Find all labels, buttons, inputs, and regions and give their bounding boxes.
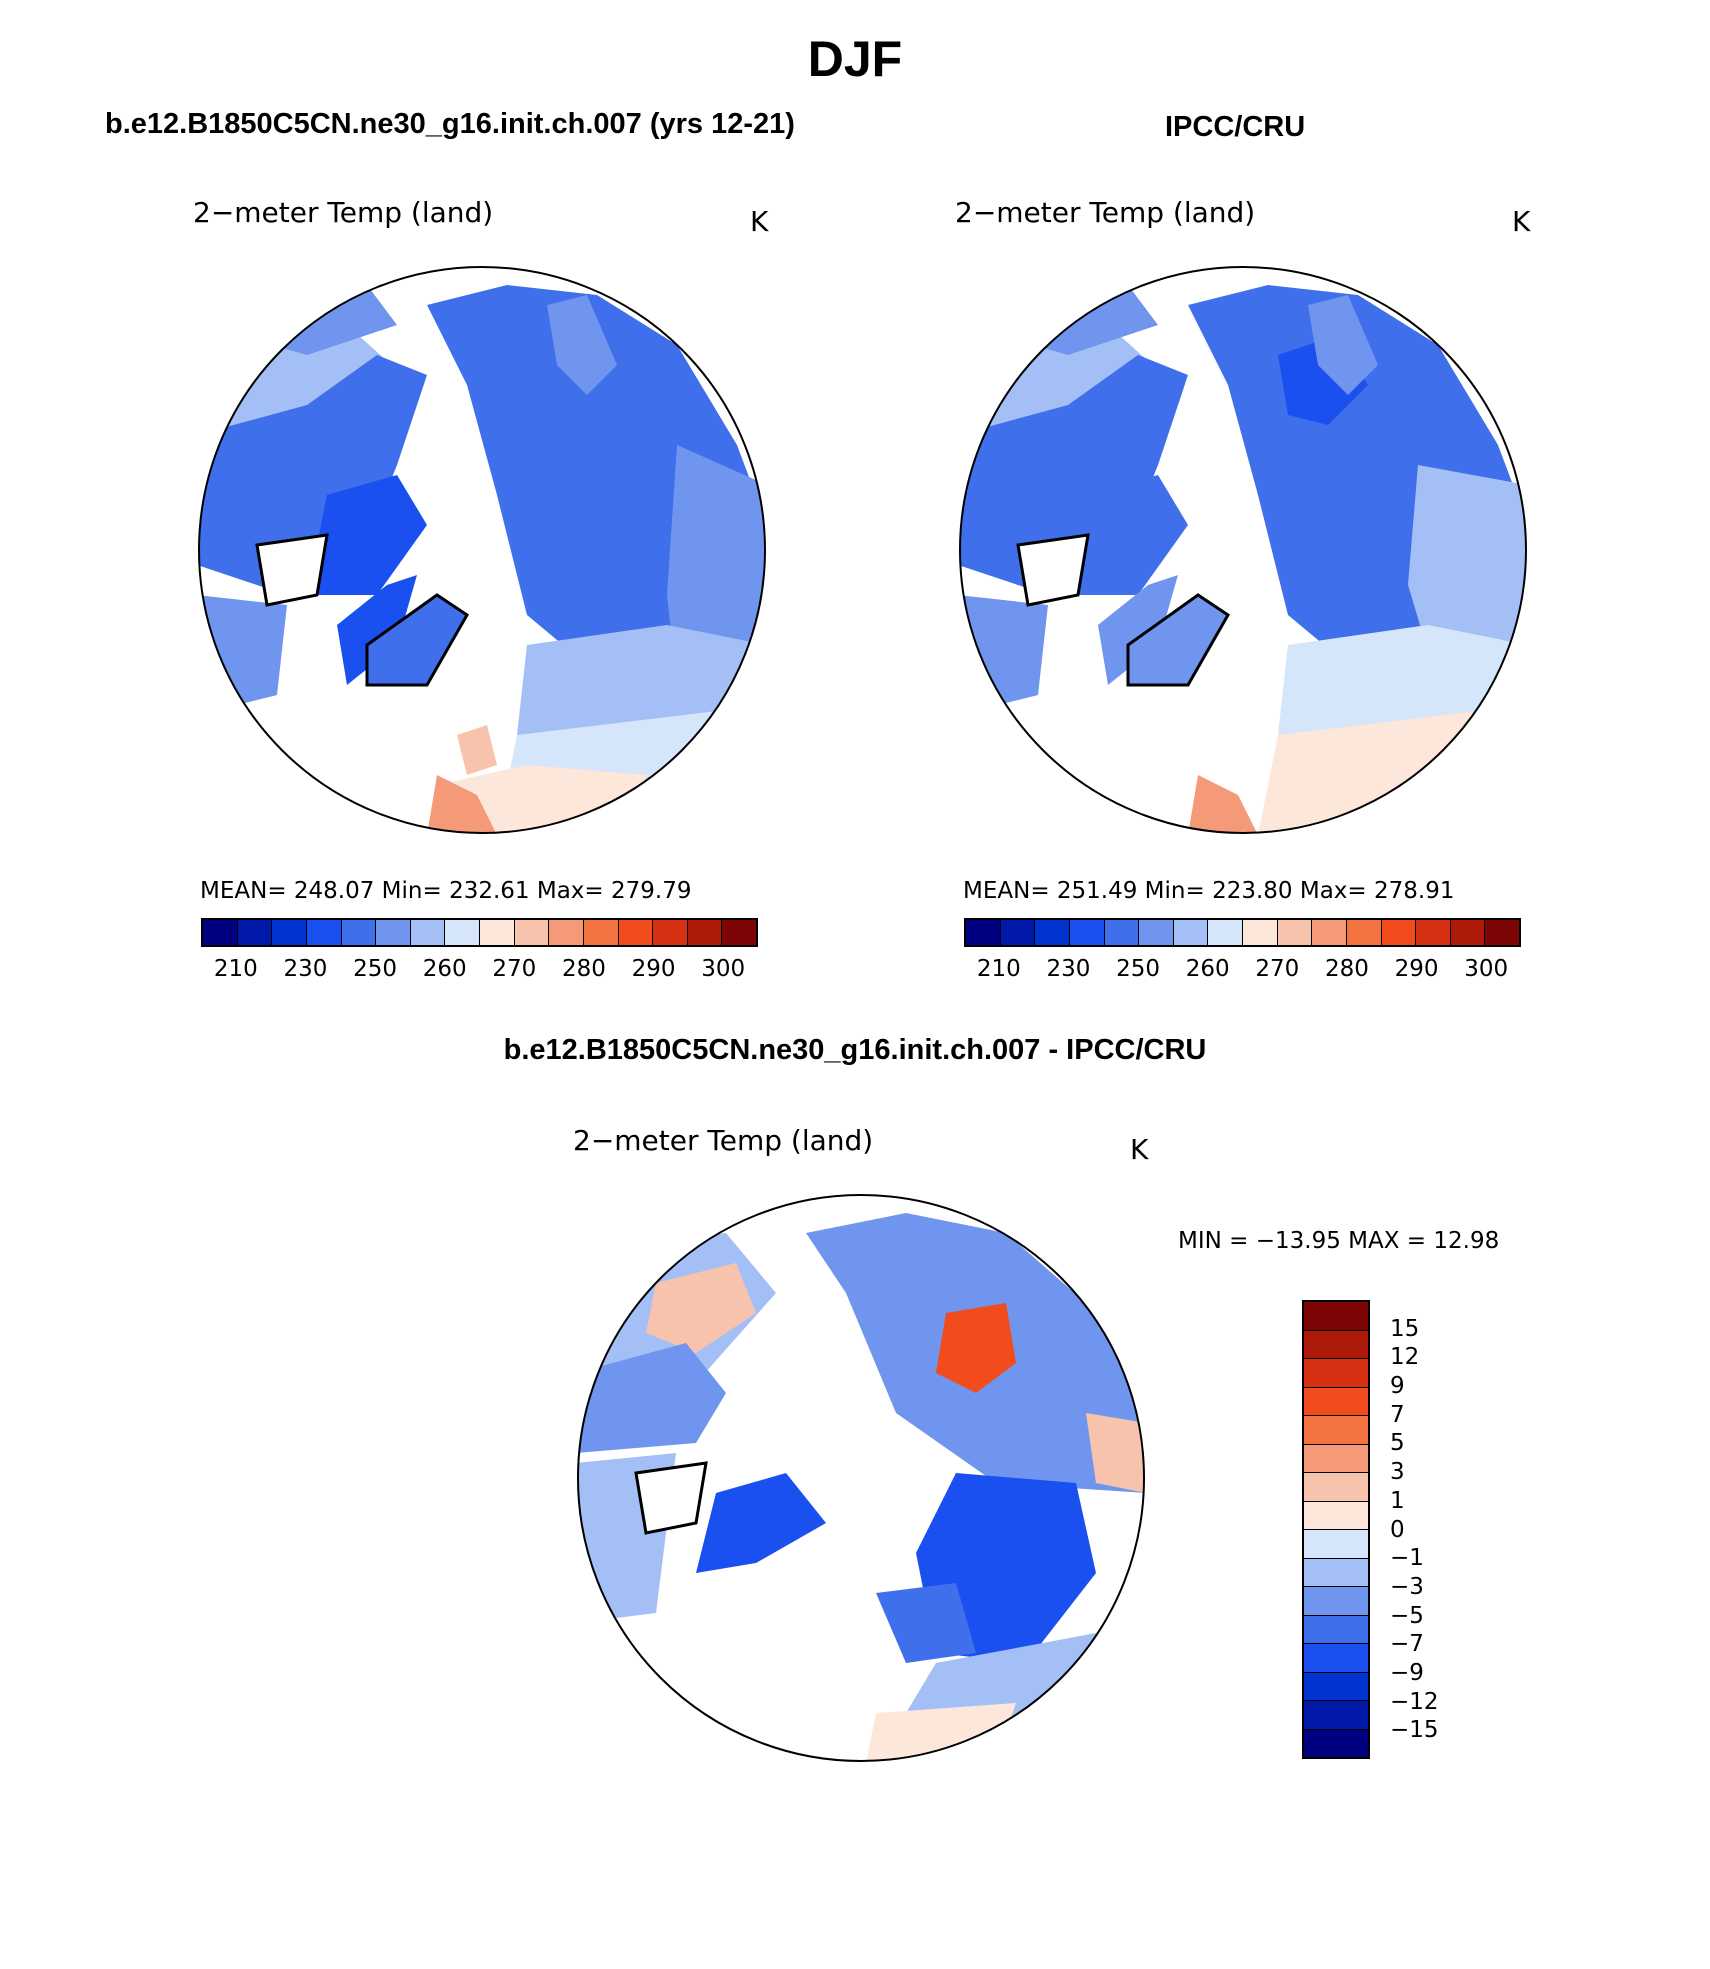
obs-colorbar-tick-label: 260 (1185, 956, 1230, 982)
model-colorbar-swatch (514, 920, 550, 945)
model-colorbar-swatch (549, 920, 584, 945)
obs-colorbar-swatch (1381, 920, 1417, 945)
diff-stats: MIN = −13.95 MAX = 12.98 (1178, 1228, 1500, 1254)
model-colorbar-tick-label: 270 (492, 956, 537, 982)
obs-colorbar-swatch (1000, 920, 1036, 945)
diff-panel-header: b.e12.B1850C5CN.ne30_g16.init.ch.007 - I… (503, 1034, 1207, 1066)
obs-colorbar-swatch (1104, 920, 1140, 945)
model-panel-header: b.e12.B1850C5CN.ne30_g16.init.ch.007 (yr… (105, 108, 795, 140)
model-colorbar-swatch (272, 920, 307, 945)
model-colorbar-swatch (583, 920, 619, 945)
model-variable-label: 2−meter Temp (land) (193, 196, 494, 229)
obs-panel-header: IPCC/CRU (1165, 111, 1306, 143)
diff-colorbar-swatch (1304, 1359, 1368, 1388)
diff-colorbar-swatch (1304, 1615, 1368, 1644)
model-colorbar-swatch (445, 920, 480, 945)
diff-colorbar-tick-label: 9 (1390, 1373, 1405, 1400)
obs-colorbar-swatch (1277, 920, 1313, 945)
model-colorbar-tick-label: 300 (701, 956, 746, 982)
diff-colorbar (1302, 1300, 1370, 1759)
obs-colorbar-tick-label: 280 (1324, 956, 1369, 982)
model-colorbar-tick-label: 230 (283, 956, 328, 982)
figure-title: DJF (807, 31, 903, 87)
model-stats: MEAN= 248.07 Min= 232.61 Max= 279.79 (200, 878, 692, 904)
diff-colorbar-swatch (1304, 1701, 1368, 1730)
model-colorbar-tick-label: 260 (422, 956, 467, 982)
diff-colorbar-swatch (1304, 1387, 1368, 1416)
obs-units-label: K (1512, 205, 1531, 238)
diff-units-label: K (1130, 1133, 1149, 1166)
model-colorbar-swatch (341, 920, 377, 945)
diff-colorbar-swatch (1304, 1587, 1368, 1616)
model-colorbar-tick-label: 250 (353, 956, 398, 982)
diff-colorbar-tick-label: −12 (1390, 1688, 1439, 1715)
obs-colorbar-swatch (1346, 920, 1382, 945)
model-units-label: K (750, 205, 769, 238)
diff-colorbar-tick-label: −5 (1390, 1602, 1424, 1629)
model-colorbar-swatch (480, 920, 515, 945)
diff-colorbar-tick-label: 3 (1390, 1459, 1405, 1486)
model-colorbar-swatch (722, 920, 756, 945)
diff-colorbar-swatch (1304, 1444, 1368, 1473)
diff-colorbar-swatch (1304, 1729, 1368, 1757)
obs-colorbar-tick-label: 270 (1255, 956, 1300, 982)
model-colorbar-swatch (306, 920, 342, 945)
obs-colorbar-swatch (1416, 920, 1451, 945)
obs-colorbar (964, 918, 1521, 947)
diff-colorbar-swatch (1304, 1416, 1368, 1445)
diff-colorbar-tick-label: 5 (1390, 1430, 1405, 1457)
diff-colorbar-swatch (1304, 1330, 1368, 1359)
obs-colorbar-swatch (1312, 920, 1347, 945)
obs-colorbar-tick-label: 210 (976, 956, 1021, 982)
diff-variable-label: 2−meter Temp (land) (573, 1124, 874, 1157)
diff-colorbar-tick-label: −1 (1390, 1545, 1424, 1572)
obs-colorbar-swatch (1208, 920, 1243, 945)
model-colorbar-swatch (376, 920, 411, 945)
model-colorbar-tick-label: 210 (213, 956, 258, 982)
model-colorbar-swatch (618, 920, 654, 945)
diff-colorbar-tick-label: −9 (1390, 1659, 1424, 1686)
diff-colorbar-swatch (1304, 1644, 1368, 1673)
diff-colorbar-swatch (1304, 1302, 1368, 1331)
diff-colorbar-swatch (1304, 1501, 1368, 1530)
diff-colorbar-tick-label: 12 (1390, 1344, 1420, 1371)
obs-colorbar-tick-label: 250 (1116, 956, 1161, 982)
diff-colorbar-swatch (1304, 1558, 1368, 1587)
model-colorbar-swatch (687, 920, 723, 945)
diff-colorbar-tick-label: −7 (1390, 1631, 1424, 1658)
model-colorbar-tick-label: 280 (561, 956, 606, 982)
diff-colorbar-tick-label: 0 (1390, 1516, 1405, 1543)
model-colorbar-swatch (410, 920, 446, 945)
obs-colorbar-tick-label: 290 (1394, 956, 1439, 982)
obs-colorbar-swatch (1173, 920, 1209, 945)
obs-colorbar-swatch (1035, 920, 1070, 945)
obs-colorbar-swatch (1139, 920, 1174, 945)
model-colorbar-swatch (237, 920, 273, 945)
diff-colorbar-swatch (1304, 1530, 1368, 1559)
diff-colorbar-tick-label: 7 (1390, 1401, 1405, 1428)
model-colorbar-tick-label: 290 (631, 956, 676, 982)
obs-colorbar-swatch (966, 920, 1001, 945)
obs-polar-map (959, 266, 1527, 834)
obs-colorbar-swatch (1243, 920, 1278, 945)
diff-polar-map (577, 1194, 1145, 1762)
obs-colorbar-swatch (1069, 920, 1105, 945)
model-colorbar-swatch (653, 920, 688, 945)
obs-colorbar-swatch (1485, 920, 1519, 945)
model-colorbar (201, 918, 758, 947)
diff-colorbar-tick-label: −3 (1390, 1573, 1424, 1600)
obs-colorbar-tick-label: 230 (1046, 956, 1091, 982)
diff-colorbar-swatch (1304, 1473, 1368, 1502)
obs-colorbar-swatch (1450, 920, 1486, 945)
model-colorbar-swatch (203, 920, 238, 945)
obs-stats: MEAN= 251.49 Min= 223.80 Max= 278.91 (963, 878, 1455, 904)
diff-colorbar-tick-label: −15 (1390, 1717, 1439, 1744)
diff-colorbar-swatch (1304, 1672, 1368, 1701)
diff-colorbar-tick-label: 1 (1390, 1487, 1405, 1514)
model-polar-map (198, 266, 766, 834)
obs-colorbar-tick-label: 300 (1464, 956, 1509, 982)
obs-variable-label: 2−meter Temp (land) (955, 196, 1256, 229)
diff-colorbar-tick-label: 15 (1390, 1315, 1420, 1342)
